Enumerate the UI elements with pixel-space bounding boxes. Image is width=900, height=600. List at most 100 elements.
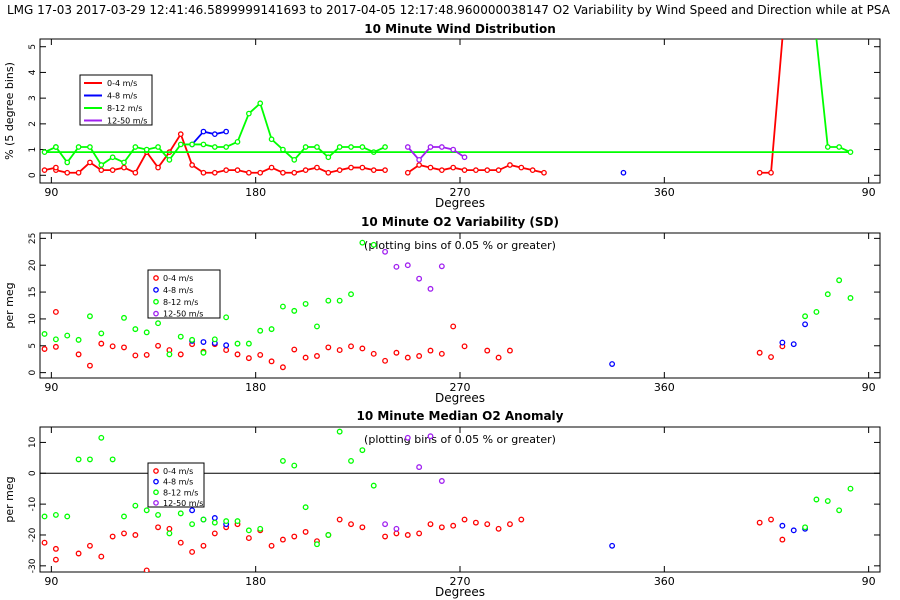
data-point-8-12-m-s [143,329,150,336]
data-point-0-4-m-s [166,525,173,532]
data-point-0-4-m-s [484,347,491,354]
data-point-0-4-m-s [200,542,207,549]
data-point-8-12-m-s [177,333,184,340]
data-point-0-4-m-s [359,524,366,531]
data-point-0-4-m-s [438,524,445,531]
plot-area [41,39,854,176]
data-point-8-12-m-s [52,511,59,518]
data-point-8-12-m-s [336,144,343,150]
data-point-0-4-m-s [52,556,59,563]
data-point-0-4-m-s [518,516,525,523]
data-point-8-12-m-s [802,313,809,320]
data-point-0-4-m-s [64,169,71,176]
data-point-0-4-m-s [177,351,184,358]
data-point-8-12-m-s [245,527,252,534]
data-point-0-4-m-s [393,530,400,537]
y-tick-label: 4 [28,69,38,75]
data-point-0-4-m-s [177,539,184,546]
data-point-0-4-m-s [450,522,457,529]
data-point-4-8-m-s [779,339,786,346]
data-point-8-12-m-s [64,332,71,339]
data-point-8-12-m-s [41,149,48,155]
data-point-0-4-m-s [473,167,479,173]
data-point-0-4-m-s [506,521,513,528]
data-point-8-12-m-s [121,159,127,166]
data-point-4-8-m-s [802,321,809,328]
data-point-0-4-m-s [189,162,195,168]
data-point-8-12-m-s [359,239,366,246]
data-point-0-4-m-s [416,353,423,359]
data-point-4-8-m-s [620,169,627,176]
data-point-8-12-m-s [41,331,48,337]
data-point-8-12-m-s [121,513,127,520]
data-point-0-4-m-s [484,521,491,528]
data-point-8-12-m-s [87,144,93,150]
data-point-12-50-m-s [416,275,423,282]
x-axis-label: Degrees [435,196,485,210]
data-point-4-8-m-s [609,542,616,549]
page-title: LMG 17-03 2017-03-29 12:41:46.5899999141… [7,3,891,17]
legend-label: 8-12 m/s [163,488,198,497]
data-point-4-8-m-s [200,339,207,345]
data-point-0-4-m-s [200,169,207,176]
data-point-0-4-m-s [75,169,82,176]
data-point-0-4-m-s [109,533,116,540]
chart-title: 10 Minute Wind Distribution [364,22,555,36]
data-point-8-12-m-s [359,447,366,454]
x-axis-label: Degrees [435,391,485,405]
data-point-0-4-m-s [393,349,400,356]
data-point-8-12-m-s [223,144,230,150]
data-point-0-4-m-s [98,553,105,560]
data-point-8-12-m-s [223,518,230,525]
data-point-8-12-m-s [325,154,332,161]
data-point-0-4-m-s [370,167,377,173]
data-point-8-12-m-s [268,136,275,143]
legend-marker [153,478,159,485]
data-point-8-12-m-s [348,457,354,464]
data-point-0-4-m-s [53,164,59,171]
data-point-8-12-m-s [813,496,820,503]
data-point-0-4-m-s [155,164,161,171]
data-point-4-8-m-s [790,527,797,534]
y-tick-label: 1 [28,147,38,153]
data-point-0-4-m-s [336,167,343,173]
x-tick-label: 270 [450,381,471,394]
data-point-0-4-m-s [382,357,389,364]
data-point-8-12-m-s [86,313,93,320]
chart-subtitle: (plotting bins of 0.05 % or greater) [364,433,556,446]
data-point-8-12-m-s [132,326,139,333]
data-point-8-12-m-s [268,326,275,333]
legend-label: 4-8 m/s [107,92,137,101]
data-point-0-4-m-s [245,355,252,362]
x-tick-label: 360 [654,186,675,199]
plot-frame [39,38,881,184]
series-line-8-12-m-s [44,39,851,154]
data-point-8-12-m-s [370,482,377,489]
x-tick-label: 270 [450,575,471,588]
data-point-8-12-m-s [348,144,354,150]
data-point-0-4-m-s [427,347,434,354]
series-line-0-4-m-s [55,132,386,174]
data-point-4-8-m-s [779,522,786,529]
data-point-0-4-m-s [529,167,536,173]
legend-marker [153,275,159,281]
data-point-0-4-m-s [518,164,525,171]
data-point-8-12-m-s [143,507,150,514]
data-point-12-50-m-s [382,521,389,528]
data-point-0-4-m-s [484,167,491,173]
data-point-8-12-m-s [257,327,264,334]
data-point-0-4-m-s [280,169,286,176]
data-point-12-50-m-s [404,262,411,269]
data-point-0-4-m-s [495,167,502,173]
data-point-12-50-m-s [427,144,434,150]
data-point-0-4-m-s [416,162,422,168]
data-point-8-12-m-s [291,157,298,163]
y-tick-label: -10 [28,497,38,512]
chart-panel-anomaly: 10 Minute Median O2 Anomaly (plotting bin… [3,409,881,599]
x-tick-label: 90 [44,186,58,199]
data-point-0-4-m-s [541,169,547,176]
data-point-0-4-m-s [450,164,457,171]
data-point-0-4-m-s [450,323,457,330]
x-tick-label: 360 [654,381,675,394]
data-point-12-50-m-s [438,263,445,270]
